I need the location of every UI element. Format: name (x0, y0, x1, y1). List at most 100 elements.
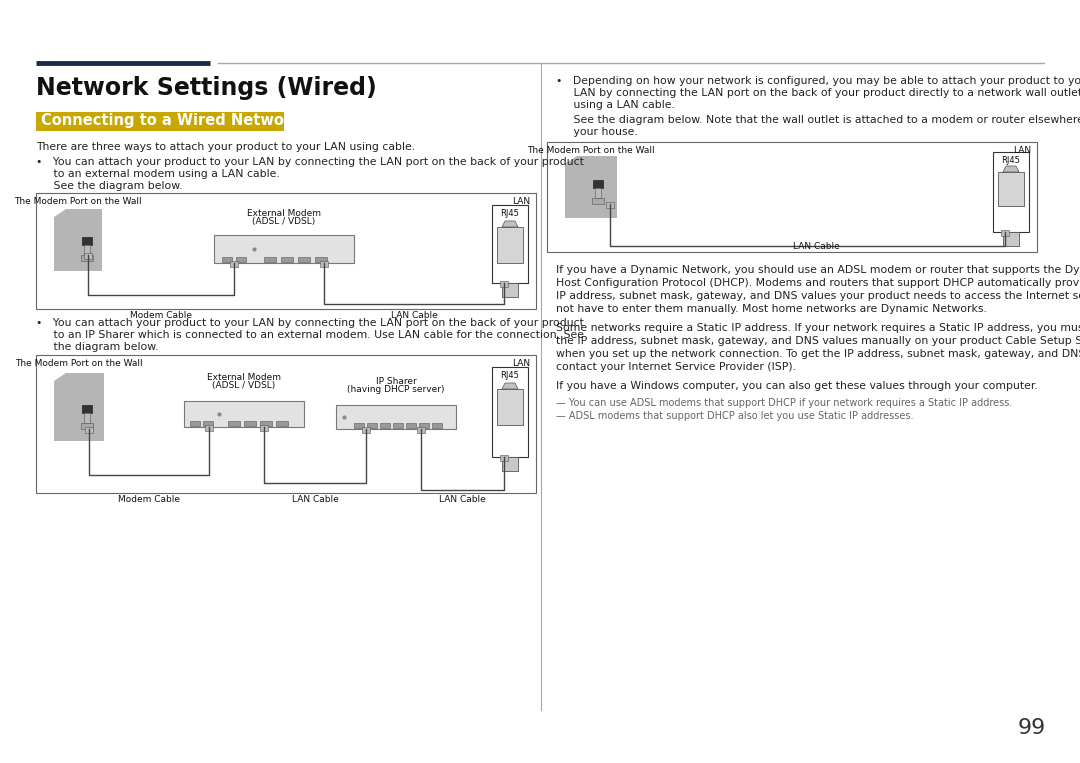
Bar (84, 245, 90, 255)
Bar (492, 367, 528, 457)
Bar (380, 423, 390, 428)
Text: contact your Internet Service Provider (ISP).: contact your Internet Service Provider (… (556, 362, 796, 372)
Bar (260, 425, 268, 431)
Bar (184, 401, 303, 427)
Text: the IP address, subnet mask, gateway, and DNS values manually on your product Ca: the IP address, subnet mask, gateway, an… (556, 336, 1080, 346)
Bar (595, 188, 600, 198)
Polygon shape (502, 383, 518, 389)
Bar (230, 261, 238, 267)
Bar (592, 198, 604, 204)
Bar (497, 227, 523, 263)
Bar (36, 355, 536, 493)
Bar (36, 193, 536, 309)
Text: See the diagram below. Note that the wall outlet is attached to a modem or route: See the diagram below. Note that the wal… (556, 115, 1080, 125)
Bar (1001, 230, 1009, 236)
Polygon shape (54, 373, 104, 441)
Bar (320, 261, 328, 267)
Text: LAN Cable: LAN Cable (391, 311, 437, 320)
Text: to an IP Sharer which is connected to an external modem. Use LAN cable for the c: to an IP Sharer which is connected to an… (36, 330, 584, 340)
Text: — ADSL modems that support DHCP also let you use Static IP addresses.: — ADSL modems that support DHCP also let… (556, 411, 914, 421)
Bar (367, 423, 377, 428)
Text: RJ45: RJ45 (500, 209, 519, 218)
Bar (205, 425, 213, 431)
Text: IP address, subnet mask, gateway, and DNS values your product needs to access th: IP address, subnet mask, gateway, and DN… (556, 291, 1080, 301)
Bar (244, 421, 256, 426)
Bar (264, 257, 276, 262)
Bar (85, 427, 93, 433)
Bar (82, 405, 92, 413)
Text: Host Configuration Protocol (DHCP). Modems and routers that support DHCP automat: Host Configuration Protocol (DHCP). Mode… (556, 278, 1080, 288)
Text: Modem Cable: Modem Cable (118, 495, 180, 504)
Bar (354, 423, 364, 428)
Text: LAN by connecting the LAN port on the back of your product directly to a network: LAN by connecting the LAN port on the ba… (556, 88, 1080, 98)
Text: when you set up the network connection. To get the IP address, subnet mask, gate: when you set up the network connection. … (556, 349, 1080, 359)
Bar (993, 152, 1029, 232)
Text: The Modem Port on the Wall: The Modem Port on the Wall (527, 146, 654, 155)
Bar (417, 427, 426, 433)
Text: (having DHCP server): (having DHCP server) (348, 385, 445, 394)
Text: RJ45: RJ45 (1001, 156, 1021, 165)
Bar (214, 235, 354, 263)
Bar (362, 427, 370, 433)
Text: (ADSL / VDSL): (ADSL / VDSL) (213, 381, 275, 390)
Polygon shape (1003, 166, 1020, 172)
Bar (36, 112, 284, 131)
Text: There are three ways to attach your product to your LAN using cable.: There are three ways to attach your prod… (36, 142, 415, 152)
Bar (84, 413, 90, 423)
Text: not have to enter them manually. Most home networks are Dynamic Networks.: not have to enter them manually. Most ho… (556, 304, 987, 314)
Text: •   You can attach your product to your LAN by connecting the LAN port on the ba: • You can attach your product to your LA… (36, 157, 584, 167)
Polygon shape (565, 156, 617, 218)
Bar (502, 457, 518, 471)
Bar (222, 257, 232, 262)
Polygon shape (502, 221, 518, 227)
Text: LAN: LAN (1013, 146, 1031, 155)
Text: LAN Cable: LAN Cable (292, 495, 338, 504)
Text: Modem Cable: Modem Cable (130, 311, 192, 320)
Bar (298, 257, 310, 262)
Bar (260, 421, 272, 426)
Bar (190, 421, 200, 426)
Text: See the diagram below.: See the diagram below. (36, 181, 183, 191)
Bar (546, 142, 1037, 252)
Bar (393, 423, 403, 428)
Text: Network Settings (Wired): Network Settings (Wired) (36, 76, 377, 100)
Bar (492, 205, 528, 283)
Text: 99: 99 (1017, 718, 1047, 738)
Text: External Modem: External Modem (247, 209, 321, 218)
Bar (500, 281, 508, 287)
Text: IP Sharer: IP Sharer (376, 377, 417, 386)
Text: •   You can attach your product to your LAN by connecting the LAN port on the ba: • You can attach your product to your LA… (36, 318, 584, 328)
Polygon shape (54, 209, 102, 271)
Bar (998, 172, 1024, 206)
Bar (315, 257, 327, 262)
Bar (432, 423, 442, 428)
Text: using a LAN cable.: using a LAN cable. (556, 100, 675, 110)
Bar (82, 237, 92, 245)
Text: RJ45: RJ45 (500, 371, 519, 380)
Text: If you have a Dynamic Network, you should use an ADSL modem or router that suppo: If you have a Dynamic Network, you shoul… (556, 265, 1080, 275)
Bar (237, 257, 246, 262)
Text: LAN Cable: LAN Cable (440, 495, 486, 504)
Text: The Modem Port on the Wall: The Modem Port on the Wall (14, 197, 141, 206)
Text: •   Depending on how your network is configured, you may be able to attach your : • Depending on how your network is confi… (556, 76, 1080, 86)
Text: LAN Cable: LAN Cable (793, 242, 840, 251)
Text: Some networks require a Static IP address. If your network requires a Static IP : Some networks require a Static IP addres… (556, 323, 1080, 333)
Text: your house.: your house. (556, 127, 638, 137)
Bar (406, 423, 416, 428)
Text: LAN: LAN (512, 359, 530, 368)
Text: LAN: LAN (512, 197, 530, 206)
Bar (606, 202, 615, 208)
Bar (281, 257, 293, 262)
Text: The Modem Port on the Wall: The Modem Port on the Wall (15, 359, 143, 368)
Bar (81, 423, 93, 429)
Bar (84, 253, 92, 259)
Bar (500, 455, 508, 461)
Text: If you have a Windows computer, you can also get these values through your compu: If you have a Windows computer, you can … (556, 381, 1038, 391)
Bar (502, 283, 518, 297)
Text: Connecting to a Wired Network: Connecting to a Wired Network (41, 113, 301, 128)
Bar (81, 255, 93, 261)
Bar (336, 405, 456, 429)
Text: External Modem: External Modem (207, 373, 281, 382)
Bar (419, 423, 429, 428)
Text: the diagram below.: the diagram below. (36, 342, 159, 352)
